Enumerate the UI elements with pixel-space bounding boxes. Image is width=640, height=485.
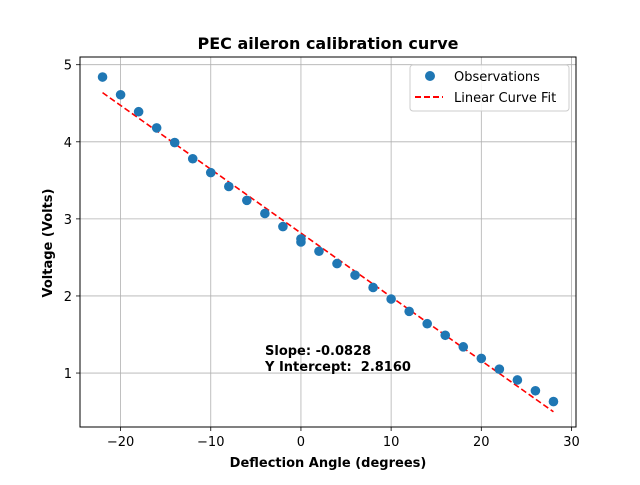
- x-axis-label: Deflection Angle (degrees): [230, 456, 427, 471]
- observation-point: [278, 221, 288, 232]
- observation-point: [296, 237, 306, 247]
- observation-point: [133, 106, 144, 117]
- observation-point: [422, 318, 433, 329]
- observation-point: [494, 364, 505, 374]
- y-tick-label: 1: [64, 367, 72, 382]
- x-tick-label: 30: [563, 435, 580, 450]
- observation-point: [97, 72, 108, 82]
- x-tick-label: 10: [383, 435, 400, 450]
- x-tick-label: −10: [197, 435, 224, 450]
- observation-point: [224, 181, 234, 192]
- intercept-annotation: Y Intercept: 2.8160: [264, 360, 411, 375]
- x-tick-label: 20: [473, 435, 490, 450]
- y-tick-label: 3: [64, 213, 72, 228]
- observation-point: [242, 195, 252, 206]
- observation-point: [115, 89, 126, 100]
- x-tick-label: −20: [107, 435, 134, 450]
- x-tick-label: 0: [297, 435, 305, 450]
- observation-point: [476, 353, 487, 364]
- legend: Observations Linear Curve Fit: [409, 64, 570, 112]
- points-layer: [97, 72, 559, 407]
- observation-point: [368, 282, 378, 293]
- observation-point: [530, 385, 541, 396]
- y-axis-ticks: 1 2 3 4 5: [64, 59, 80, 382]
- observation-point: [386, 294, 396, 304]
- y-tick-label: 4: [64, 136, 72, 151]
- observation-point: [350, 270, 360, 280]
- legend-label-observations: Observations: [454, 70, 540, 85]
- y-tick-label: 5: [64, 59, 72, 74]
- legend-box: [409, 64, 570, 112]
- legend-label-linear-fit: Linear Curve Fit: [454, 91, 556, 106]
- legend-marker-observations: [425, 71, 435, 81]
- observation-point: [260, 208, 270, 219]
- observation-point: [458, 342, 469, 352]
- observation-point: [512, 375, 523, 385]
- x-axis-ticks: −20 −10 0 10 20 30: [107, 427, 580, 450]
- plot-frame: [79, 56, 577, 428]
- y-tick-label: 2: [64, 290, 72, 305]
- observation-point: [205, 167, 216, 178]
- observation-point: [440, 330, 451, 341]
- observation-point: [151, 123, 162, 133]
- slope-annotation: Slope: -0.0828: [265, 344, 371, 359]
- observation-point: [187, 153, 198, 164]
- observation-point: [404, 306, 414, 317]
- observation-point: [332, 258, 342, 269]
- y-axis-label: Voltage (Volts): [41, 189, 56, 298]
- chart-title: PEC aileron calibration curve: [198, 34, 459, 53]
- observation-point: [314, 246, 324, 257]
- observation-point: [548, 396, 559, 407]
- observation-point: [169, 137, 180, 148]
